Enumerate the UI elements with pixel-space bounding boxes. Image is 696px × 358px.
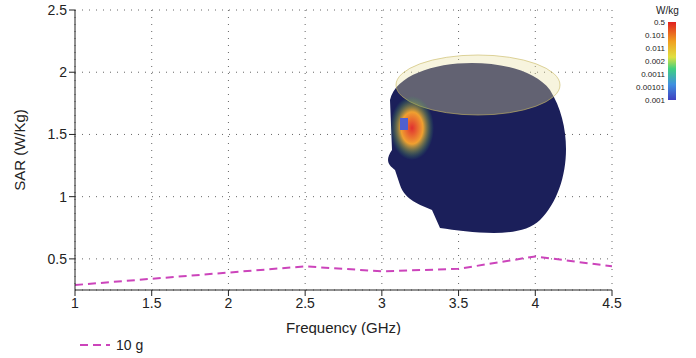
svg-text:2: 2: [59, 64, 67, 80]
svg-text:1.5: 1.5: [48, 126, 68, 142]
svg-text:0.5: 0.5: [48, 251, 68, 267]
svg-text:0.011: 0.011: [646, 44, 666, 53]
svg-text:0.002: 0.002: [645, 57, 666, 66]
svg-text:1: 1: [59, 189, 67, 205]
svg-text:W/kg: W/kg: [656, 5, 679, 16]
svg-text:SAR (W/Kg): SAR (W/Kg): [11, 109, 28, 191]
svg-text:1.5: 1.5: [142, 295, 162, 311]
svg-text:3: 3: [378, 295, 386, 311]
svg-text:3.5: 3.5: [449, 295, 469, 311]
svg-text:0.101: 0.101: [645, 31, 666, 40]
svg-text:4.5: 4.5: [602, 295, 622, 311]
svg-text:4: 4: [531, 295, 539, 311]
svg-text:Frequency (GHz): Frequency (GHz): [286, 319, 401, 335]
svg-text:0.00101: 0.00101: [636, 83, 665, 92]
svg-text:0.0011: 0.0011: [641, 70, 665, 79]
svg-text:0.5: 0.5: [654, 18, 666, 27]
svg-text:0.001: 0.001: [645, 96, 666, 105]
svg-text:2: 2: [225, 295, 233, 311]
svg-text:2.5: 2.5: [295, 295, 315, 311]
html-text:10 g: 10 g: [116, 337, 144, 353]
svg-text:1: 1: [71, 295, 79, 311]
svg-text:2.5: 2.5: [48, 2, 68, 18]
